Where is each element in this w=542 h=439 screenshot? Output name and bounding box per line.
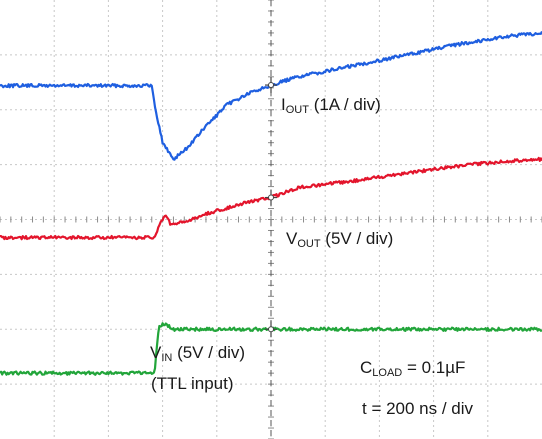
vout-label: VOUT (5V / div) (286, 229, 394, 250)
iout-cursor-marker-dot (268, 82, 274, 89)
vin-sublabel: (TTL input) (151, 374, 234, 393)
vout-cursor-marker-dot (268, 194, 274, 201)
cload-label: CLOAD = 0.1µF (360, 358, 466, 379)
trigger-markers (265, 77, 277, 338)
timebase-label: t = 200 ns / div (362, 399, 474, 418)
vin-label: VIN (5V / div) (150, 343, 246, 364)
vin-cursor-marker-dot (268, 326, 274, 333)
iout-label: IOUT (1A / div) (281, 95, 381, 116)
